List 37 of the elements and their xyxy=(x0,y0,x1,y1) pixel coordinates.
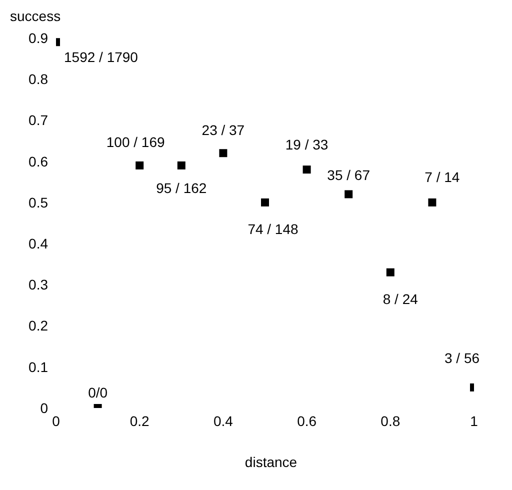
data-label: 7 / 14 xyxy=(424,169,460,186)
x-tick-label: 0.8 xyxy=(380,412,400,429)
x-axis-title: distance xyxy=(244,454,298,470)
y-tick-label: 0.1 xyxy=(28,358,48,375)
x-tick-label: 0 xyxy=(52,412,60,429)
point xyxy=(344,190,353,198)
point xyxy=(302,166,311,174)
data-label: 3 / 56 xyxy=(444,350,480,366)
x-tick-label: 0.2 xyxy=(130,412,150,429)
data-label: 19 / 33 xyxy=(285,136,328,152)
data-label: 1592 / 1790 xyxy=(64,48,138,65)
y-tick-label: 0.4 xyxy=(28,236,48,252)
data-label: 74 / 148 xyxy=(248,221,299,238)
data-label: 100 / 169 xyxy=(106,134,166,150)
data-label: 8 / 24 xyxy=(382,291,418,308)
data-label: 95 / 162 xyxy=(156,180,207,196)
y-tick-label: 0.8 xyxy=(28,71,48,88)
x-tick-label: 1 xyxy=(470,412,478,429)
point xyxy=(219,149,228,158)
point xyxy=(177,161,186,170)
data-label: 0/0 xyxy=(88,384,108,401)
x-tick-label: 0.4 xyxy=(213,412,234,429)
y-tick-label: 0.7 xyxy=(28,112,48,128)
data-label: 35 / 67 xyxy=(327,166,370,183)
y-tick-label: 0 xyxy=(40,400,48,416)
point xyxy=(386,268,394,276)
y-tick-label: 0.2 xyxy=(28,318,48,334)
point xyxy=(136,161,144,170)
x-tick-label: 0.6 xyxy=(297,412,317,429)
y-tick-label: 0.3 xyxy=(28,276,48,293)
y-axis-title: success xyxy=(10,8,61,24)
data-label: 23 / 37 xyxy=(202,122,245,138)
y-tick-label: 0.5 xyxy=(28,194,48,210)
point xyxy=(261,198,269,206)
y-tick-label: 0.9 xyxy=(28,30,48,46)
point xyxy=(428,198,436,206)
y-tick-label: 0.6 xyxy=(28,153,48,170)
